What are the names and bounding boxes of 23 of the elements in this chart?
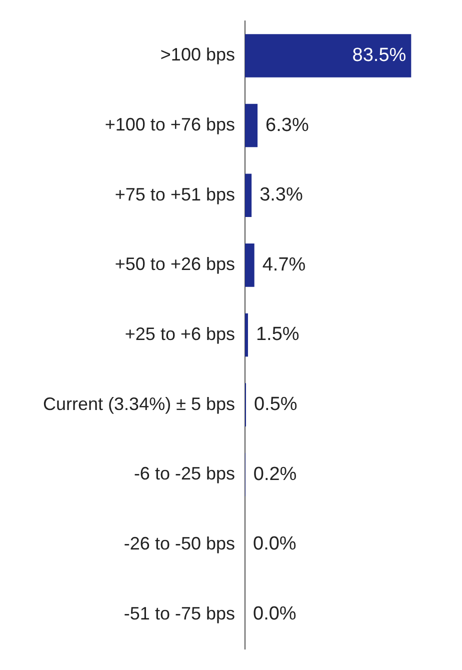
y-tick-label: +75 to +51 bps <box>114 184 235 204</box>
bar <box>245 104 258 148</box>
bar <box>245 174 252 217</box>
bar <box>245 244 254 287</box>
data-label: 4.7% <box>262 254 306 276</box>
data-label: 0.2% <box>253 464 297 485</box>
data-label: 0.0% <box>253 604 296 625</box>
y-tick-label: +25 to +6 bps <box>124 324 235 344</box>
data-label: 0.5% <box>254 394 298 416</box>
bar <box>245 313 248 357</box>
y-tick-label: -51 to -75 bps <box>124 603 235 624</box>
bar <box>245 34 412 78</box>
data-label: 1.5% <box>256 324 300 346</box>
y-tick-label: -26 to -50 bps <box>124 533 235 554</box>
y-tick-label: +100 to +76 bps <box>104 114 235 134</box>
data-label: 6.3% <box>266 114 309 136</box>
data-label: 3.3% <box>260 184 303 206</box>
y-tick-label: -6 to -25 bps <box>134 464 235 484</box>
y-tick-label: Current (3.34%) ± 5 bps <box>43 394 235 414</box>
data-label: 83.5% <box>352 44 406 66</box>
data-label: 0.0% <box>253 534 296 555</box>
y-tick-label: >100 bps <box>160 44 235 65</box>
y-tick-label: +50 to +26 bps <box>114 254 235 274</box>
